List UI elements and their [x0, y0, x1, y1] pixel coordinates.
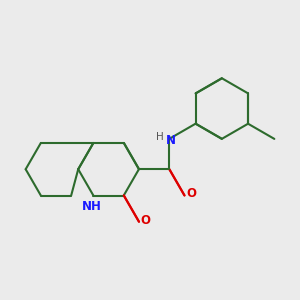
Text: O: O — [186, 188, 196, 200]
Text: N: N — [166, 134, 176, 147]
Text: O: O — [141, 214, 151, 227]
Text: H: H — [156, 132, 164, 142]
Text: NH: NH — [82, 200, 102, 213]
